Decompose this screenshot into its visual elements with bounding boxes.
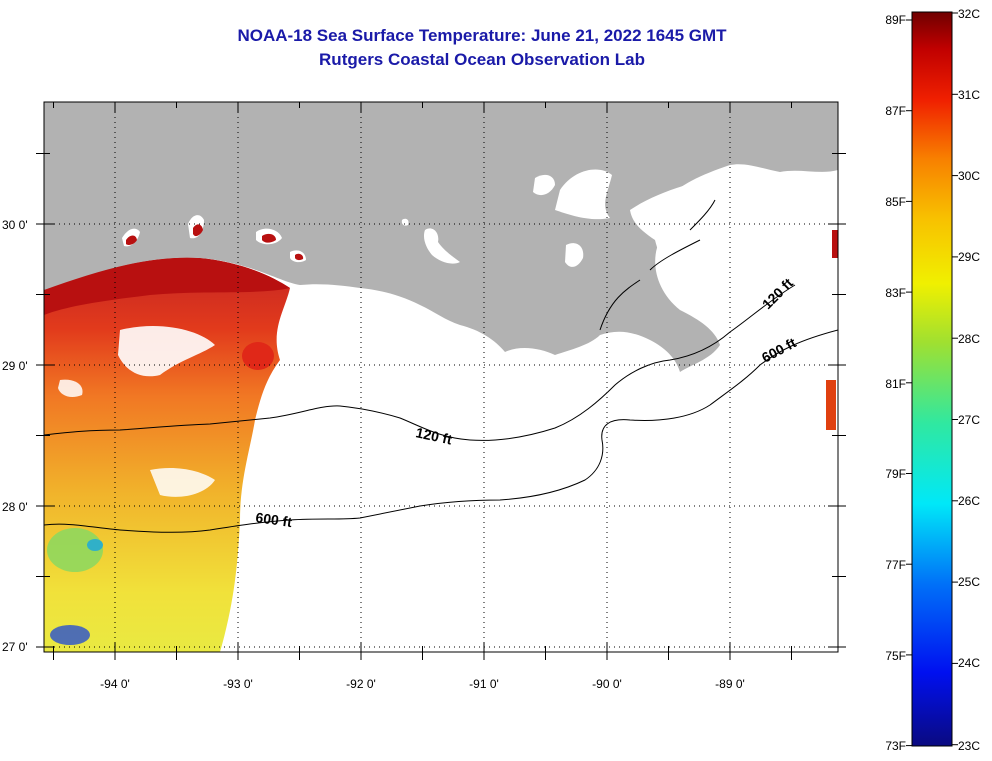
scale-c-27: 27C: [958, 413, 980, 427]
scale-f-89: 89F: [885, 13, 906, 27]
grid: [44, 102, 838, 652]
lon-label-90: -90 0': [592, 677, 622, 691]
color-scale-bar: [911, 11, 953, 747]
plot-frame: [43, 101, 839, 653]
lon-label-89: -89 0': [715, 677, 745, 691]
lat-label-28: 28 0': [2, 500, 28, 514]
lon-label-93: -93 0': [223, 677, 253, 691]
scale-f-75: 75F: [885, 649, 906, 663]
scale-c-32: 32C: [958, 7, 980, 21]
scale-f-83: 83F: [885, 286, 906, 300]
lat-label-29: 29 0': [2, 359, 28, 373]
contour-120ft: [44, 284, 796, 441]
land-mass: [44, 102, 838, 372]
map-title: NOAA-18 Sea Surface Temperature: June 21…: [237, 26, 727, 45]
scale-c-29: 29C: [958, 250, 980, 264]
contour-label-120ft-west: 120 ft: [414, 424, 453, 447]
sst-data-west: [44, 257, 290, 652]
latitude-labels: 30 0' 29 0' 28 0' 27 0': [2, 218, 28, 654]
fahrenheit-labels: 89F 87F 85F 83F 81F 79F 77F 75F 73F: [885, 13, 906, 753]
scale-f-85: 85F: [885, 195, 906, 209]
axis-ticks: [36, 102, 846, 660]
scale-f-73: 73F: [885, 739, 906, 753]
scale-f-79: 79F: [885, 467, 906, 481]
scale-c-24: 24C: [958, 656, 980, 670]
lat-label-27: 27 0': [2, 640, 28, 654]
scale-c-31: 31C: [958, 88, 980, 102]
contour-label-600ft-west: 600 ft: [255, 509, 294, 530]
scale-c-25: 25C: [958, 575, 980, 589]
map-subtitle: Rutgers Coastal Ocean Observation Lab: [319, 50, 645, 69]
scale-c-23: 23C: [958, 739, 980, 753]
lon-label-94: -94 0': [100, 677, 130, 691]
lon-label-91: -91 0': [469, 677, 499, 691]
celsius-labels: 32C 31C 30C 29C 28C 27C 26C 25C 24C 23C: [958, 7, 980, 753]
plot-area: [44, 102, 838, 652]
scale-c-28: 28C: [958, 332, 980, 346]
scale-f-87: 87F: [885, 104, 906, 118]
color-scale-ticks: [906, 12, 958, 747]
lat-label-30: 30 0': [2, 218, 28, 232]
longitude-labels: -94 0' -93 0' -92 0' -91 0' -90 0' -89 0…: [100, 677, 745, 691]
lon-label-92: -92 0': [346, 677, 376, 691]
contour-600ft: [44, 329, 838, 533]
scale-f-77: 77F: [885, 558, 906, 572]
scale-c-26: 26C: [958, 494, 980, 508]
scale-c-30: 30C: [958, 169, 980, 183]
scale-f-81: 81F: [885, 377, 906, 391]
